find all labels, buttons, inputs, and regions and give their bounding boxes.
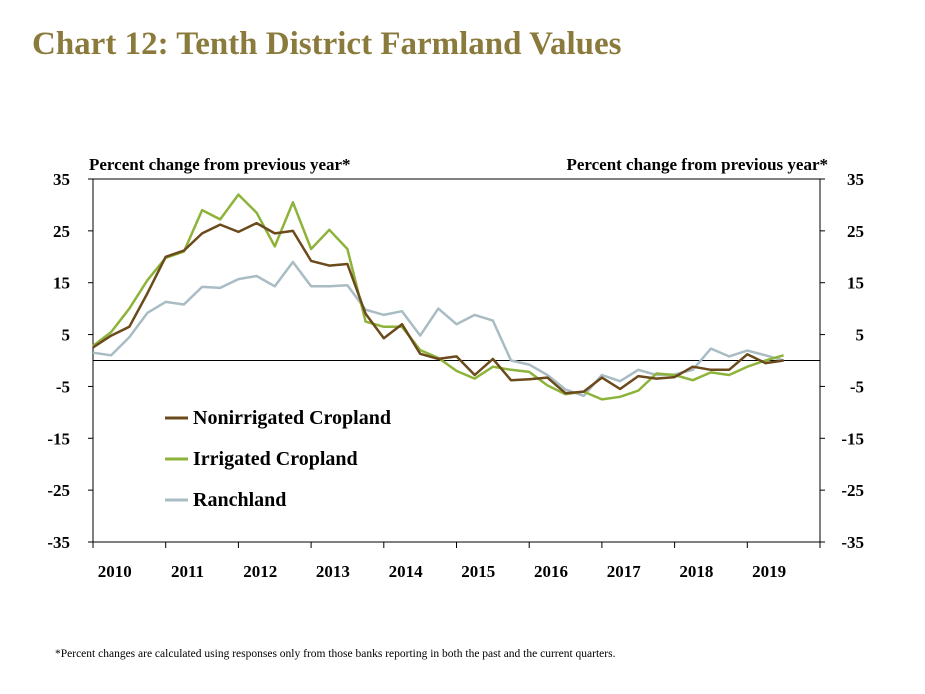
y-tick-label-right: 5 [856, 326, 865, 345]
y-tick-label-left: 15 [53, 274, 70, 293]
x-tick-label: 2018 [679, 562, 713, 581]
y-tick-label-right: -35 [841, 533, 864, 552]
y-tick-label-left: -5 [56, 377, 70, 396]
y-tick-label-left: -15 [47, 429, 70, 448]
series-line-irrigated-cropland [92, 193, 784, 401]
x-tick-label: 2017 [607, 562, 642, 581]
y-tick-label-left: 35 [53, 170, 70, 189]
footnote: *Percent changes are calculated using re… [55, 648, 616, 660]
series-line-nonirrigated-cropland [92, 221, 784, 395]
x-tick-label: 2011 [171, 562, 204, 581]
y-tick-label-right: -25 [841, 481, 864, 500]
x-tick-label: 2012 [243, 562, 277, 581]
x-tick-label: 2014 [389, 562, 424, 581]
y-tick-label-right: -5 [850, 377, 864, 396]
x-tick-label: 2010 [98, 562, 132, 581]
y-tick-label-left: 5 [62, 326, 71, 345]
page-title: Chart 12: Tenth District Farmland Values [32, 26, 622, 62]
y-tick-label-right: 15 [847, 274, 864, 293]
y-tick-label-right: 25 [847, 222, 864, 241]
y-tick-label-right: -15 [841, 429, 864, 448]
right-axis-label: Percent change from previous year* [566, 155, 828, 174]
x-tick-label: 2013 [316, 562, 350, 581]
left-axis-label: Percent change from previous year* [89, 155, 351, 174]
y-tick-label-left: -25 [47, 481, 70, 500]
legend: Nonirrigated Cropland Irrigated Cropland R… [165, 407, 391, 511]
series-lines [92, 193, 784, 401]
y-tick-label-right: 35 [847, 170, 864, 189]
axes: 35 35 25 25 15 15 5 5 -5 -5 -15 -15 -25 -25 -35 -35 2010… [47, 170, 864, 581]
y-tick-label-left: -35 [47, 533, 70, 552]
x-tick-label: 2015 [461, 562, 495, 581]
x-tick-label: 2019 [752, 562, 786, 581]
legend-label-nonirrigated-cropland: Nonirrigated Cropland [193, 407, 391, 429]
legend-label-ranchland: Ranchland [193, 489, 286, 511]
y-tick-label-left: 25 [53, 222, 70, 241]
x-tick-label: 2016 [534, 562, 568, 581]
legend-label-irrigated-cropland: Irrigated Cropland [193, 448, 358, 470]
